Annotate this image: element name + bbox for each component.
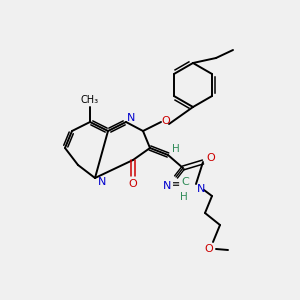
Text: O: O (207, 153, 215, 163)
Text: ≡: ≡ (172, 179, 180, 189)
Text: CH₃: CH₃ (81, 95, 99, 105)
Text: O: O (205, 244, 213, 254)
Text: N: N (163, 181, 171, 191)
Text: N: N (98, 177, 106, 187)
Text: N: N (197, 184, 205, 194)
Text: O: O (129, 179, 137, 189)
Text: N: N (127, 113, 135, 123)
Text: C: C (181, 177, 189, 187)
Text: O: O (162, 116, 170, 126)
Text: H: H (180, 192, 188, 202)
Text: H: H (172, 144, 180, 154)
